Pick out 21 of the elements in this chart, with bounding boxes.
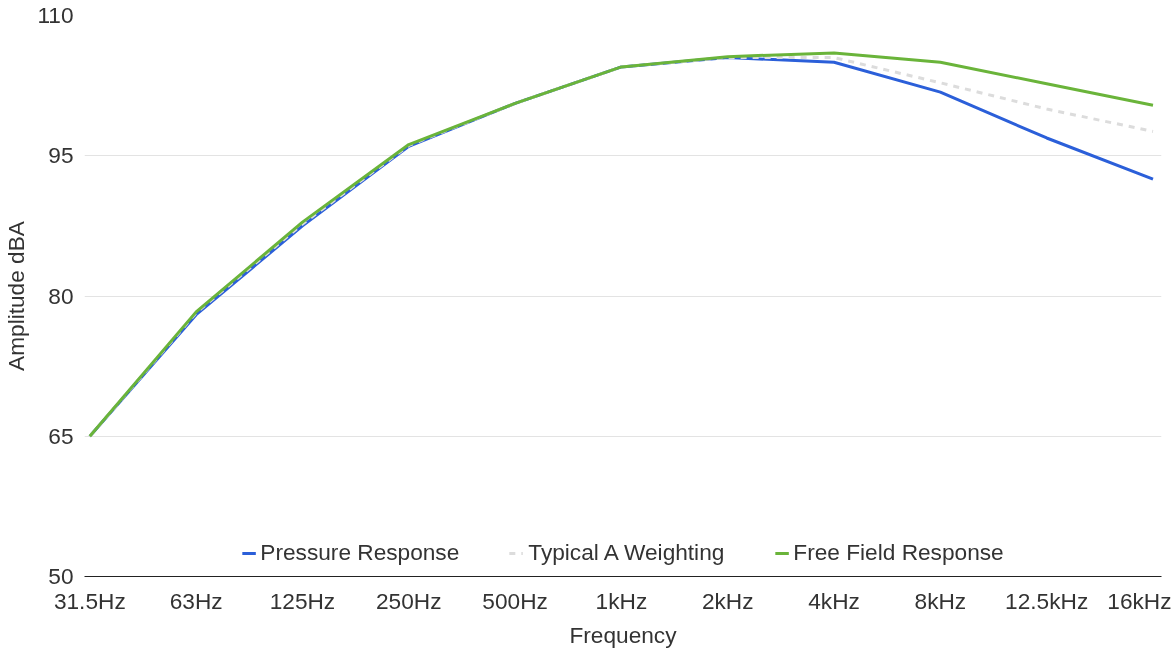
- legend-label: Typical A Weighting: [528, 539, 725, 566]
- x-tick-label: 12.5kHz: [1005, 587, 1089, 614]
- x-tick-label: 63Hz: [169, 587, 223, 614]
- x-tick-label: 250Hz: [376, 587, 442, 614]
- x-tick-label: 31.5Hz: [53, 587, 126, 614]
- x-tick-label: 16kHz: [1107, 587, 1171, 614]
- x-axis-title: Frequency: [569, 621, 678, 648]
- y-tick-label: 50: [48, 563, 74, 589]
- x-tick-label: 8kHz: [914, 587, 967, 614]
- legend-label: Pressure Response: [260, 539, 460, 566]
- x-tick-label: 4kHz: [808, 587, 860, 614]
- x-tick-label: 500Hz: [482, 587, 548, 614]
- x-tick-label: 125Hz: [269, 587, 336, 614]
- x-tick-label: 1kHz: [595, 587, 648, 614]
- legend-label: Free Field Response: [793, 539, 1004, 566]
- y-tick-label: 95: [48, 142, 74, 169]
- x-tick-label: 2kHz: [701, 587, 754, 614]
- y-tick-label: 65: [48, 422, 74, 449]
- y-tick-label: 80: [48, 282, 74, 309]
- y-tick-label: 110: [37, 2, 74, 28]
- y-axis-title: Amplitude dBA: [3, 220, 30, 371]
